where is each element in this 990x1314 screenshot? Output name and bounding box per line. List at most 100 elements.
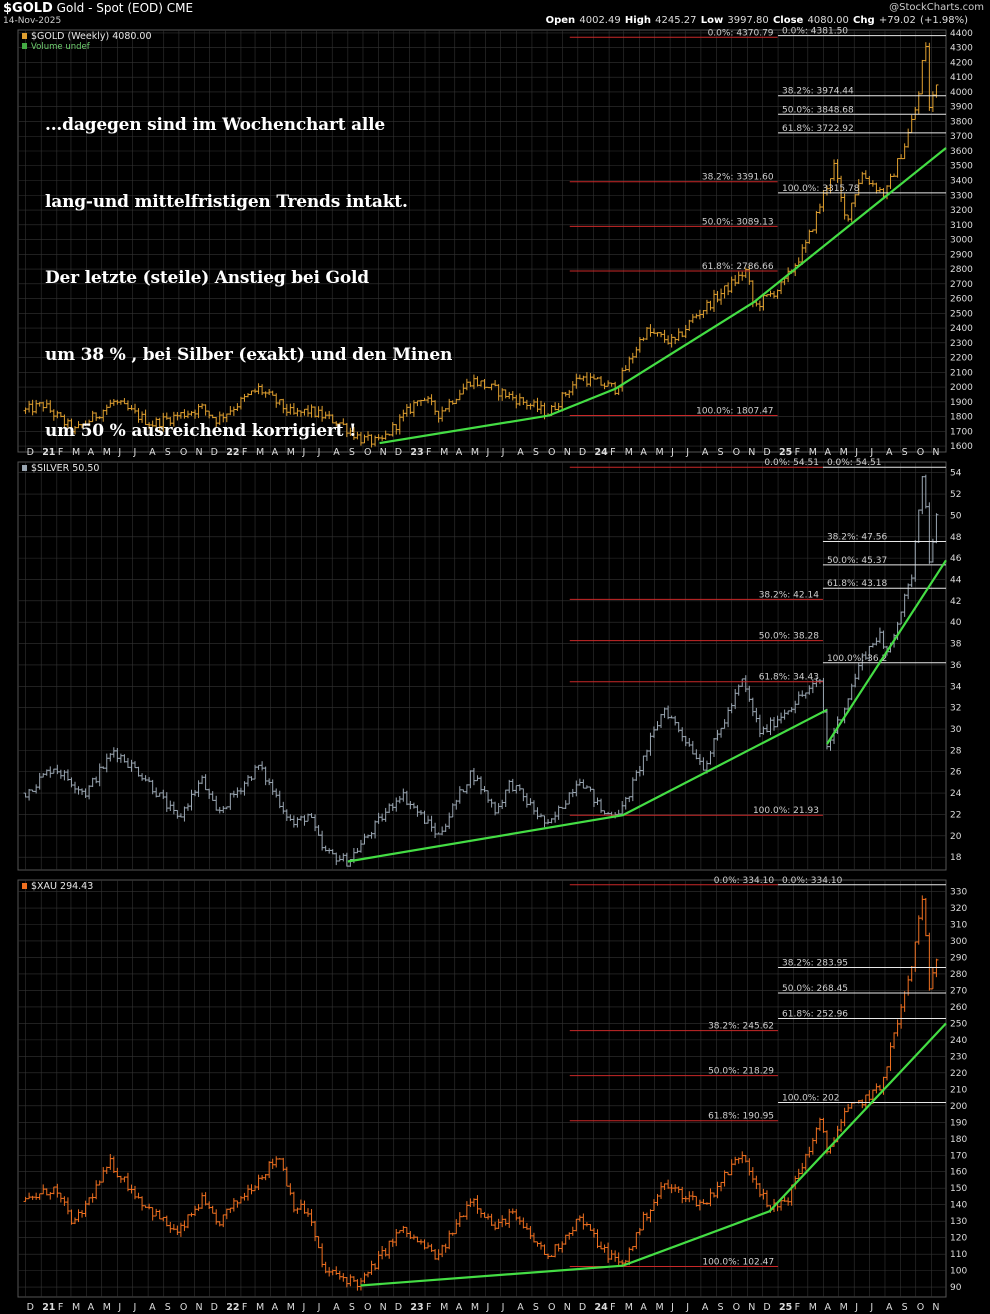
x-tick-label: J xyxy=(854,447,858,458)
y-tick-label: 240 xyxy=(950,1036,967,1046)
x-tick-label: D xyxy=(579,1302,586,1313)
y-tick-label: 220 xyxy=(950,1069,967,1079)
y-tick-label: 2400 xyxy=(950,324,973,334)
x-tick-label: N xyxy=(380,1302,387,1313)
x-tick-label: A xyxy=(886,1302,893,1313)
x-tick-label: D xyxy=(763,1302,770,1313)
legend-swatch xyxy=(22,43,27,49)
x-tick-label: S xyxy=(165,1302,171,1313)
x-tick-label: 24 xyxy=(594,1302,608,1313)
x-tick-label: M xyxy=(809,447,817,458)
fib-level-label: 61.8%: 3722.92 xyxy=(782,124,854,134)
fib-level-label: 38.2%: 47.56 xyxy=(827,532,888,542)
y-tick-label: 2000 xyxy=(950,383,973,393)
fib-level-label: 100.0%: 202 xyxy=(782,1094,839,1104)
y-tick-label: 22 xyxy=(950,810,961,820)
x-tick-label: A xyxy=(702,447,709,458)
x-tick-label: A xyxy=(149,1302,156,1313)
y-tick-label: 2600 xyxy=(950,295,973,305)
x-tick-label: F xyxy=(58,447,63,458)
y-tick-label: 4400 xyxy=(950,29,973,39)
y-tick-label: 30 xyxy=(950,725,962,735)
fib-level-label: 50.0%: 3848.68 xyxy=(782,105,854,115)
y-tick-label: 270 xyxy=(950,986,967,996)
open-value: 4002.49 xyxy=(579,15,621,26)
high-value: 4245.27 xyxy=(655,15,697,26)
y-tick-label: 3800 xyxy=(950,117,973,127)
x-tick-label: J xyxy=(869,1302,873,1313)
x-tick-label: O xyxy=(364,447,371,458)
open-label: Open xyxy=(545,15,576,26)
x-tick-label: O xyxy=(733,447,740,458)
y-tick-label: 3200 xyxy=(950,206,973,216)
legend-entry: Volume undef xyxy=(31,42,91,52)
y-tick-label: 38 xyxy=(950,640,962,650)
trendline xyxy=(826,559,947,745)
x-tick-label: N xyxy=(748,447,755,458)
y-tick-label: 26 xyxy=(950,768,962,778)
x-tick-label: D xyxy=(211,1302,218,1313)
low-label: Low xyxy=(700,15,724,26)
trendline xyxy=(347,708,828,863)
x-tick-label: D xyxy=(211,447,218,458)
x-tick-label: S xyxy=(533,447,539,458)
x-tick-label: A xyxy=(702,1302,709,1313)
ohlc-readout: Open 4002.49 High 4245.27 Low 3997.80 Cl… xyxy=(546,15,968,26)
fib-level-label: 50.0%: 268.45 xyxy=(782,984,848,994)
y-tick-label: 140 xyxy=(950,1201,967,1211)
y-tick-label: 28 xyxy=(950,746,962,756)
x-tick-label: A xyxy=(333,447,340,458)
x-tick-label: 21 xyxy=(42,1302,55,1313)
fib-level-label: 38.2%: 42.14 xyxy=(759,590,820,600)
close-value: 4080.00 xyxy=(807,15,849,26)
close-label: Close xyxy=(772,15,804,26)
y-tick-label: 260 xyxy=(950,1003,967,1013)
y-tick-label: 52 xyxy=(950,490,961,500)
x-tick-label: A xyxy=(640,447,647,458)
x-tick-label: D xyxy=(395,447,402,458)
y-tick-label: 330 xyxy=(950,888,967,898)
legend-swatch xyxy=(22,33,27,39)
x-tick-label: 24 xyxy=(594,447,608,458)
fib-level-label: 0.0%: 54.51 xyxy=(764,458,819,468)
fib-level-label: 61.8%: 43.18 xyxy=(827,579,888,589)
x-tick-label: F xyxy=(242,447,247,458)
y-tick-label: 250 xyxy=(950,1019,967,1029)
y-tick-label: 3000 xyxy=(950,236,973,246)
x-tick-label: A xyxy=(456,447,463,458)
x-tick-label: N xyxy=(380,447,387,458)
x-tick-label: M xyxy=(440,447,448,458)
fib-level-label: 38.2%: 245.62 xyxy=(708,1022,774,1032)
x-tick-label: M xyxy=(655,1302,663,1313)
chg-value: +79.02 (+1.98%) xyxy=(878,15,968,26)
y-tick-label: 3100 xyxy=(950,221,973,231)
x-tick-label: M xyxy=(72,447,80,458)
y-tick-label: 210 xyxy=(950,1085,967,1095)
y-tick-label: 3400 xyxy=(950,177,973,187)
y-tick-label: 2500 xyxy=(950,309,973,319)
fib-level-label: 0.0%: 334.10 xyxy=(782,876,843,886)
x-tick-label: F xyxy=(426,1302,431,1313)
y-tick-label: 50 xyxy=(950,511,962,521)
y-tick-label: 1800 xyxy=(950,413,973,423)
x-tick-label: S xyxy=(902,1302,908,1313)
x-tick-label: O xyxy=(917,447,924,458)
y-tick-label: 230 xyxy=(950,1052,967,1062)
fib-level-label: 50.0%: 45.37 xyxy=(827,556,887,566)
y-tick-label: 40 xyxy=(950,618,962,628)
trendline xyxy=(548,147,947,417)
fib-level-label: 100.0%: 21.93 xyxy=(753,806,819,816)
fib-level-label: 38.2%: 3391.60 xyxy=(702,173,774,183)
chg-label: Chg xyxy=(853,15,875,26)
x-tick-label: J xyxy=(670,1302,674,1313)
x-tick-label: 21 xyxy=(42,447,55,458)
trendline xyxy=(379,414,549,445)
x-tick-label: A xyxy=(88,447,95,458)
fib-level-label: 0.0%: 334.10 xyxy=(714,876,775,886)
fib-level-label: 61.8%: 34.43 xyxy=(759,673,819,683)
y-tick-label: 2900 xyxy=(950,250,973,260)
x-tick-label: N xyxy=(564,1302,571,1313)
x-tick-label: J xyxy=(501,1302,505,1313)
